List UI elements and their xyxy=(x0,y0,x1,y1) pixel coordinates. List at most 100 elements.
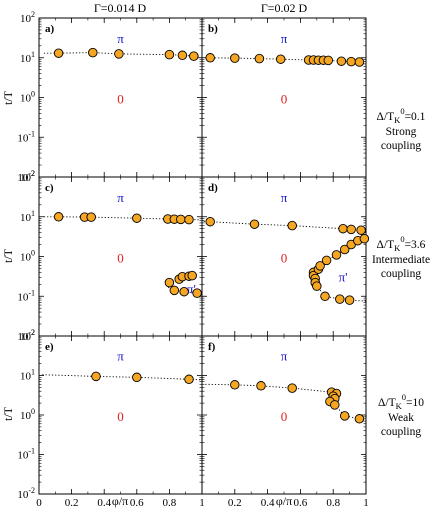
coupling-strength-label: Weak xyxy=(388,412,414,424)
coupling-strength-label: coupling xyxy=(381,140,421,152)
pi-phase-label: π xyxy=(281,31,288,46)
x-tick-label: 0.8 xyxy=(326,497,340,509)
data-point xyxy=(346,56,356,67)
data-point xyxy=(335,294,345,304)
pi-phase-label: π' xyxy=(187,281,196,296)
y-tick-label: 10-1 xyxy=(17,288,35,303)
data-point xyxy=(164,49,175,60)
panel-e: 10-2 10-1 100 101 102 0 0.2 0.4 0.6 0.8 1 π 0 e) xyxy=(17,328,204,509)
y-tick-label: 101 xyxy=(20,50,35,65)
x-axis-title-right: φ/π xyxy=(276,494,292,508)
panel-tag: e) xyxy=(45,341,54,353)
data-point xyxy=(86,212,96,222)
data-point xyxy=(177,50,188,61)
coupling-ratio-label: Δ/TK0=3.6 xyxy=(377,234,426,253)
panel-grid: 10-210-1100101102π0a)π0b)10-210-11001011… xyxy=(17,10,370,509)
data-point xyxy=(205,53,215,63)
data-point xyxy=(132,213,142,223)
panel-c: 10-2 10-1 100 101 102 π 0 π' c) xyxy=(17,169,203,343)
data-point xyxy=(338,223,348,234)
data-point xyxy=(254,53,265,64)
data-point xyxy=(330,400,340,410)
y-tick-label: 101 xyxy=(20,368,35,383)
y-tick-label: 102 xyxy=(20,10,35,25)
data-point xyxy=(88,47,98,58)
zero-phase-label: 0 xyxy=(117,91,124,106)
zero-phase-label: 0 xyxy=(281,409,288,424)
data-point xyxy=(184,374,194,385)
data-point xyxy=(331,250,342,260)
data-point xyxy=(189,51,199,61)
y-tick-label: 100 xyxy=(20,407,35,422)
panel-tag: d) xyxy=(208,182,218,194)
y-axis-title-bottom: t/T xyxy=(1,406,15,421)
data-point xyxy=(320,291,330,302)
y-tick-label: 100 xyxy=(20,249,35,264)
data-point xyxy=(359,233,370,244)
pi-phase-label: π xyxy=(281,349,288,364)
data-point xyxy=(315,261,325,271)
data-point xyxy=(323,55,334,66)
data-point xyxy=(205,216,215,227)
zero-phase-label: 0 xyxy=(117,409,124,424)
data-point xyxy=(230,53,240,63)
data-point xyxy=(187,270,197,281)
y-tick-label: 102 xyxy=(20,169,35,184)
panel-d: π 0 π' d) xyxy=(201,176,370,337)
x-tick-label: 0.2 xyxy=(228,497,242,509)
data-point xyxy=(179,286,189,297)
data-point xyxy=(354,414,365,424)
y-axis-title-middle: t/T xyxy=(1,248,15,263)
pi-phase-label: π xyxy=(117,31,124,46)
y-tick-label: 101 xyxy=(20,209,35,224)
data-point xyxy=(91,371,101,382)
data-point xyxy=(312,281,322,291)
x-tick-label: 1 xyxy=(199,497,205,509)
x-tick-label: 0.6 xyxy=(130,497,144,509)
data-point xyxy=(230,380,240,390)
zero-phase-label: 0 xyxy=(117,250,124,265)
boundary-curve xyxy=(313,238,367,302)
data-point xyxy=(346,224,356,235)
coupling-strength-label: Strong xyxy=(386,126,417,138)
data-point xyxy=(344,295,355,305)
panel-tag: c) xyxy=(45,182,54,194)
data-point xyxy=(132,372,142,383)
coupling-strength-label: coupling xyxy=(381,268,421,280)
zero-phase-label: 0 xyxy=(281,250,288,265)
data-point xyxy=(275,54,286,64)
data-point xyxy=(354,57,365,67)
panel-a: 10-2 10-1 100 101 102 π 0 a) xyxy=(17,10,203,184)
data-point xyxy=(184,214,194,225)
panel-f: 0.2 0.4 0.6 0.8 1 π 0 f) xyxy=(201,335,369,509)
x-tick-label: 0.2 xyxy=(65,497,79,509)
zero-phase-label: 0 xyxy=(281,91,288,106)
data-point xyxy=(336,56,347,66)
x-tick-label: 1 xyxy=(363,497,369,509)
y-tick-label: 100 xyxy=(20,90,35,105)
pi-phase-label: π xyxy=(117,349,124,364)
x-axis-title-left: φ/π xyxy=(112,494,128,508)
data-point xyxy=(192,288,202,298)
pi-phase-label: π xyxy=(117,190,124,205)
data-point xyxy=(256,381,266,391)
x-tick-label: 0.6 xyxy=(294,497,308,509)
coupling-strength-label: coupling xyxy=(381,426,421,438)
column-title-left: Γ=0.014 D xyxy=(94,1,147,15)
y-tick-label: 10-1 xyxy=(17,447,35,462)
coupling-ratio-label: Δ/TK0=10 xyxy=(378,392,424,411)
data-point xyxy=(339,411,350,421)
data-point xyxy=(114,49,124,59)
data-point xyxy=(321,255,332,266)
x-tick-label: 0.4 xyxy=(261,497,275,509)
boundary-curve xyxy=(42,374,201,381)
data-point xyxy=(287,220,297,231)
data-point xyxy=(249,219,260,229)
column-title-right: Γ=0.02 D xyxy=(261,1,308,15)
data-point xyxy=(164,277,175,288)
pi-phase-label: π xyxy=(281,190,288,205)
x-tick-label: 0.8 xyxy=(163,497,177,509)
data-point xyxy=(176,214,186,225)
